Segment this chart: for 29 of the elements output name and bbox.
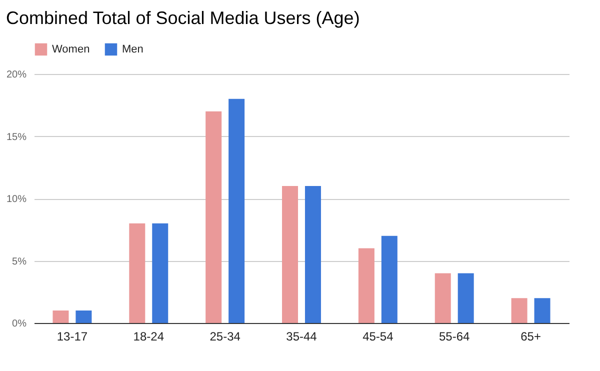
bar — [206, 111, 222, 323]
x-tick-label: 13-17 — [56, 330, 88, 344]
x-tick-label: 55-64 — [439, 330, 470, 344]
bar — [358, 248, 374, 323]
bar — [129, 223, 146, 323]
y-tick-label: 0% — [12, 318, 27, 330]
legend-label: Women — [52, 43, 90, 56]
y-tick-label: 20% — [6, 70, 27, 80]
bar — [458, 273, 474, 323]
bar — [304, 186, 321, 323]
y-tick-label: 5% — [12, 256, 27, 268]
bar — [228, 98, 245, 323]
x-tick-label: 35-44 — [286, 330, 318, 344]
bar — [282, 186, 298, 323]
bar — [434, 273, 451, 323]
bar — [381, 236, 398, 323]
x-tick-label: 65+ — [520, 330, 541, 344]
bar — [534, 298, 550, 323]
y-tick-label: 15% — [6, 132, 27, 143]
x-tick-label: 45-54 — [362, 330, 394, 344]
bar — [511, 298, 528, 323]
x-tick-label: 25-34 — [210, 330, 241, 344]
y-tick-label: 10% — [6, 194, 27, 205]
bar — [76, 310, 92, 323]
legend-label: Men — [122, 43, 144, 56]
chart-title: Combined Total of Social Media Users (Age) — [6, 8, 360, 28]
x-tick-label: 18-24 — [133, 330, 164, 344]
bar — [52, 310, 69, 323]
bar — [152, 223, 168, 323]
